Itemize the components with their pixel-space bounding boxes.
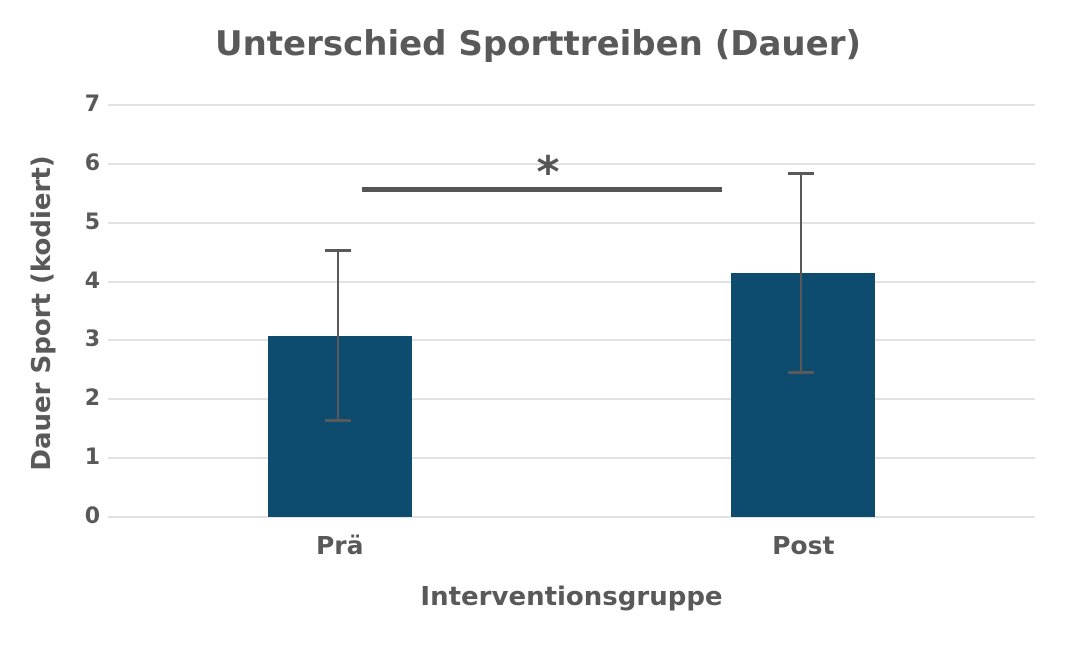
error-bar-cap-top (325, 249, 351, 252)
y-tick-label: 5 (40, 210, 100, 236)
bar-chart: Unterschied Sporttreiben (Dauer) Dauer S… (0, 0, 1076, 646)
gridline (108, 398, 1035, 400)
bar (731, 273, 875, 517)
error-bar (800, 173, 802, 373)
y-tick-label: 4 (40, 269, 100, 295)
significance-asterisk: * (518, 151, 578, 195)
y-tick-label: 7 (40, 92, 100, 118)
y-tick-label: 1 (40, 445, 100, 471)
gridline (108, 104, 1035, 106)
y-tick-label: 0 (40, 504, 100, 530)
x-tick-label: Post (703, 531, 903, 560)
gridline (108, 222, 1035, 224)
error-bar-cap-top (788, 172, 814, 175)
gridline (108, 516, 1035, 518)
bar (268, 336, 412, 517)
error-bar (337, 250, 339, 421)
error-bar-cap-bottom (325, 419, 351, 422)
x-axis-label: Interventionsgruppe (108, 582, 1035, 612)
y-tick-label: 3 (40, 327, 100, 353)
error-bar-cap-bottom (788, 371, 814, 374)
gridline (108, 339, 1035, 341)
chart-title: Unterschied Sporttreiben (Dauer) (0, 24, 1076, 64)
gridline (108, 457, 1035, 459)
y-tick-label: 6 (40, 151, 100, 177)
gridline (108, 281, 1035, 283)
y-tick-label: 2 (40, 386, 100, 412)
x-tick-label: Prä (240, 531, 440, 560)
